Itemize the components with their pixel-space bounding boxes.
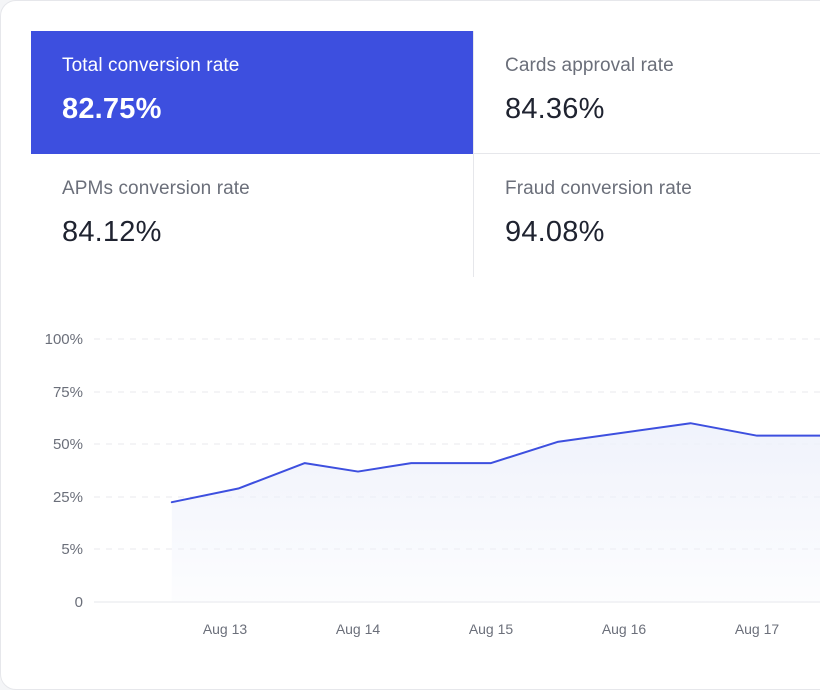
metric-fraud-conversion[interactable]: Fraud conversion rate 94.08%: [473, 154, 820, 277]
metric-label: APMs conversion rate: [62, 178, 250, 199]
metric-value: 82.75%: [62, 93, 162, 125]
conversion-chart: 0 5% 25% 50% 75% 100% Aug 13 Aug 14 Aug 15 Aug 16…: [1, 301, 820, 666]
x-tick-label: Aug 16: [602, 621, 647, 637]
y-tick-label: 0: [75, 594, 83, 611]
x-tick-label: Aug 13: [203, 621, 248, 637]
metric-value: 94.08%: [505, 216, 605, 248]
x-tick-label: Aug 17: [735, 621, 780, 637]
metric-label: Cards approval rate: [505, 55, 674, 76]
y-tick-label: 50%: [53, 436, 83, 453]
metric-label: Fraud conversion rate: [505, 178, 692, 199]
y-tick-label: 25%: [53, 489, 83, 506]
y-tick-label: 5%: [61, 541, 83, 558]
metric-label: Total conversion rate: [62, 55, 240, 76]
metric-apms-conversion[interactable]: APMs conversion rate 84.12%: [31, 154, 473, 277]
series-line: [170, 422, 820, 504]
y-tick-label: 75%: [53, 384, 83, 401]
x-tick-label: Aug 15: [469, 621, 514, 637]
conversion-chart-svg: 0 5% 25% 50% 75% 100% Aug 13 Aug 14 Aug 15 Aug 16…: [45, 331, 820, 637]
series-area: [171, 423, 820, 602]
y-tick-label: 100%: [45, 331, 83, 348]
x-tick-label: Aug 14: [336, 621, 381, 637]
metric-value: 84.36%: [505, 93, 605, 125]
metrics-grid: Total conversion rate 82.75% Cards appro…: [31, 31, 820, 277]
metric-total-conversion[interactable]: Total conversion rate 82.75%: [31, 31, 473, 154]
metric-value: 84.12%: [62, 216, 162, 248]
metric-cards-approval[interactable]: Cards approval rate 84.36%: [473, 31, 820, 154]
